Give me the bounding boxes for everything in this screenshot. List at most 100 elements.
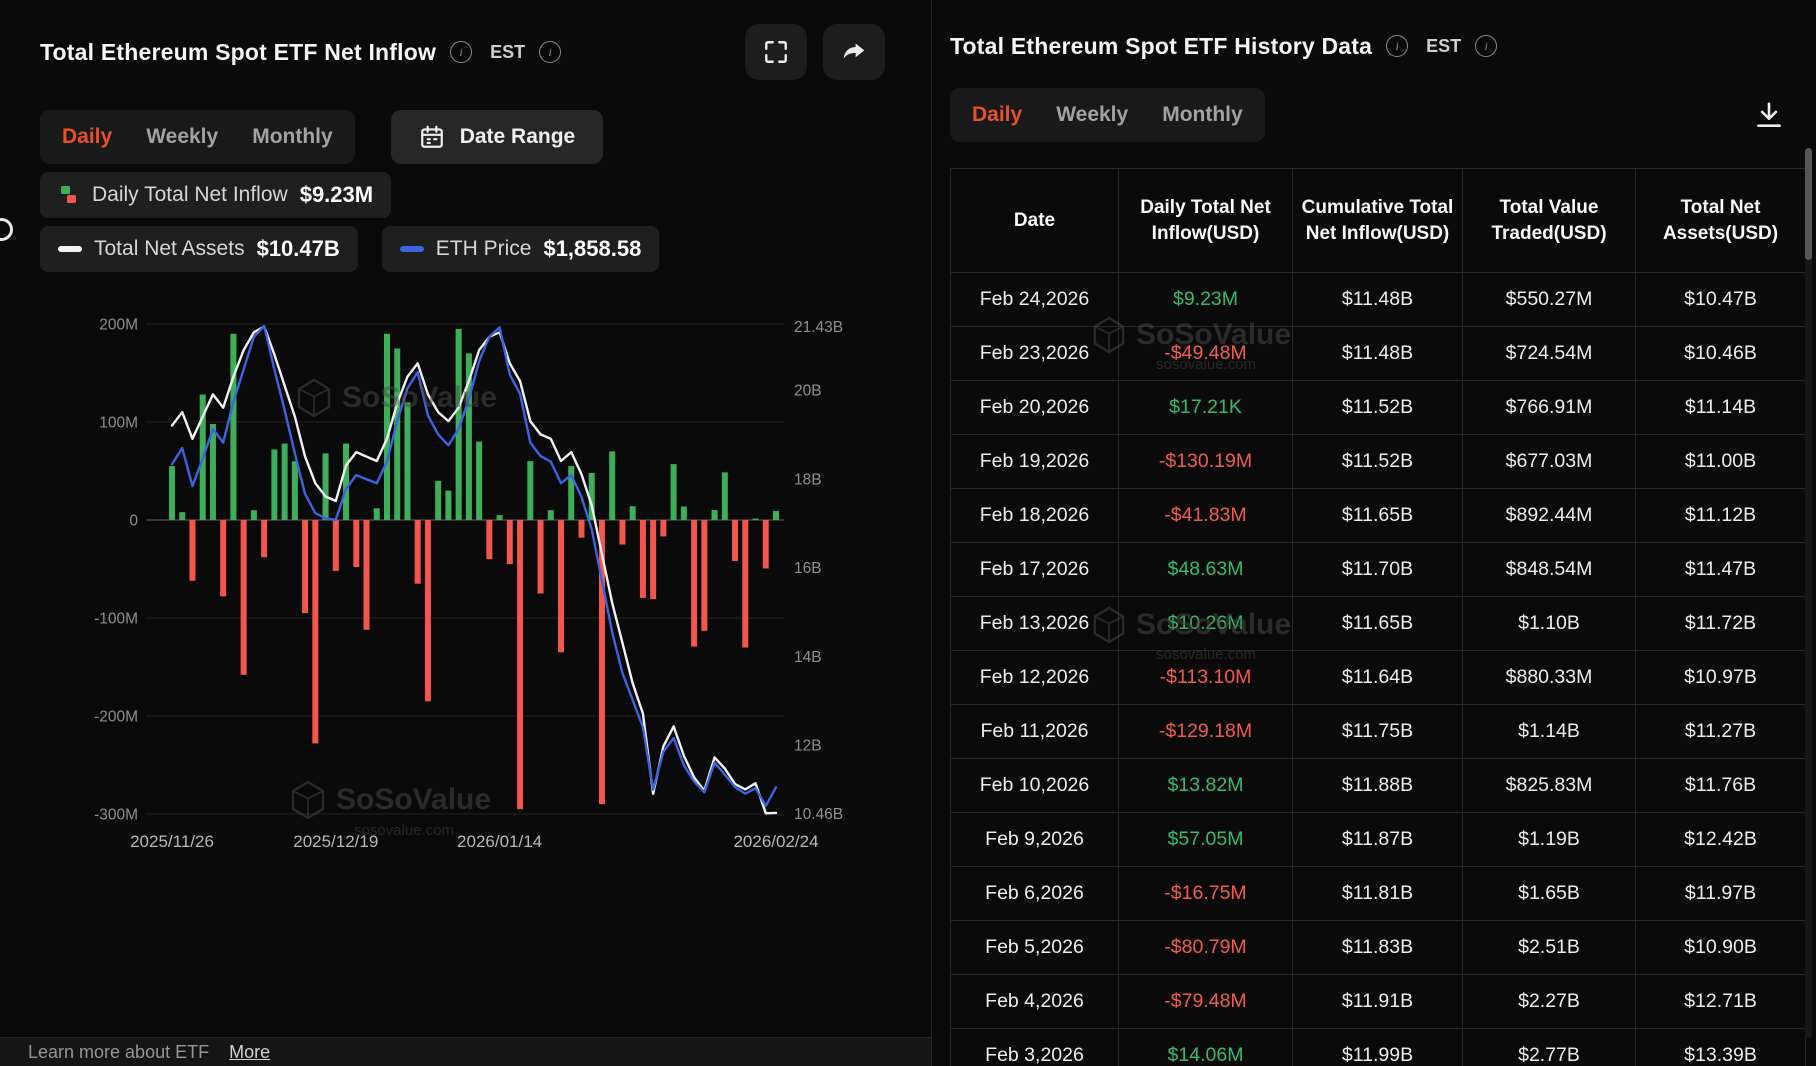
cell-cumulative-inflow: $11.91B [1292,974,1463,1029]
cell-value-traded: $1.19B [1462,812,1636,867]
table-row: Feb 4,2026 -$79.48M $11.91B $2.27B $12.71B [950,974,1806,1029]
net-inflow-header: Total Ethereum Spot ETF Net Inflow i EST… [40,28,562,76]
svg-text:18B: 18B [794,471,822,488]
legend-label: Total Net Assets [94,237,245,260]
cell-date: Feb 24,2026 [950,272,1119,327]
interval-tabs: Daily Weekly Monthly [40,110,355,164]
cell-value-traded: $892.44M [1462,488,1636,543]
legend-eth-price[interactable]: ETH Price $1,858.58 [381,226,660,272]
cell-net-assets: $11.72B [1635,596,1806,651]
legend-total-net-assets[interactable]: Total Net Assets $10.47B [40,226,358,272]
cell-cumulative-inflow: $11.87B [1292,812,1463,867]
cell-net-assets: $12.71B [1635,974,1806,1029]
download-button[interactable] [1750,96,1788,137]
cell-net-assets: $10.97B [1635,650,1806,705]
tab-weekly[interactable]: Weekly [1056,103,1129,126]
net-inflow-panel: Total Ethereum Spot ETF Net Inflow i EST… [0,0,931,1066]
legend-row-2: Total Net Assets $10.47B ETH Price $1,85… [40,226,660,272]
table-scrollbar-thumb[interactable] [1805,148,1812,260]
tab-daily[interactable]: Daily [62,125,113,148]
col-daily-net-inflow: Daily Total Net Inflow(USD) [1118,168,1293,273]
chart-actions [745,24,885,80]
cell-value-traded: $848.54M [1462,542,1636,597]
legend-value: $9.23M [299,182,374,207]
info-icon[interactable]: i [1386,35,1409,57]
blue-line-icon [399,246,424,252]
cell-net-assets: $11.76B [1635,758,1806,813]
cell-date: Feb 5,2026 [950,920,1119,975]
svg-text:21.43B: 21.43B [794,319,843,336]
svg-text:200M: 200M [99,317,138,334]
cell-daily-inflow: $13.82M [1118,758,1293,813]
cell-value-traded: $550.27M [1462,272,1636,327]
cell-cumulative-inflow: $11.48B [1292,326,1463,381]
cell-daily-inflow: -$79.48M [1118,974,1293,1029]
cell-cumulative-inflow: $11.75B [1292,704,1463,759]
legend-daily-net-inflow[interactable]: Daily Total Net Inflow $9.23M [40,172,392,218]
info-icon[interactable]: i [450,41,473,63]
cell-date: Feb 4,2026 [950,974,1119,1029]
cell-cumulative-inflow: $11.64B [1292,650,1463,705]
cell-date: Feb 19,2026 [950,434,1119,489]
tab-monthly[interactable]: Monthly [252,125,333,148]
table-row: Feb 10,2026 $13.82M $11.88B $825.83M $11.76B [950,758,1806,813]
svg-text:2025/11/26: 2025/11/26 [130,832,214,851]
cell-value-traded: $724.54M [1462,326,1636,381]
cell-cumulative-inflow: $11.65B [1292,488,1463,543]
cell-daily-inflow: -$129.18M [1118,704,1293,759]
legend-value: $1,858.58 [543,236,642,261]
cell-daily-inflow: -$130.19M [1118,434,1293,489]
cell-value-traded: $880.33M [1462,650,1636,705]
clipped-bullet [0,218,13,241]
table-scrollbar-track[interactable] [1805,148,1812,1038]
svg-text:-100M: -100M [94,611,138,628]
cell-net-assets: $11.27B [1635,704,1806,759]
history-table: Date Daily Total Net Inflow(USD) Cumulat… [950,168,1808,1066]
est-label: EST [490,41,526,62]
cell-daily-inflow: $14.06M [1118,1028,1293,1066]
info-icon[interactable]: i [1475,35,1498,57]
share-icon [843,43,865,59]
cell-net-assets: $11.14B [1635,380,1806,435]
tab-weekly[interactable]: Weekly [146,125,219,148]
chart-controls: Daily Weekly Monthly Date Range [40,110,604,164]
tab-monthly[interactable]: Monthly [1162,103,1243,126]
table-row: Feb 17,2026 $48.63M $11.70B $848.54M $11.47B [950,542,1806,597]
info-icon[interactable]: i [539,41,562,63]
more-link[interactable]: More [229,1041,271,1062]
cell-cumulative-inflow: $11.81B [1292,866,1463,921]
tab-daily[interactable]: Daily [972,103,1023,126]
svg-text:14B: 14B [794,649,822,666]
cell-date: Feb 20,2026 [950,380,1119,435]
date-range-button[interactable]: Date Range [390,110,604,164]
cell-net-assets: $11.97B [1635,866,1806,921]
table-row: Feb 18,2026 -$41.83M $11.65B $892.44M $11.12… [950,488,1806,543]
page-title: Total Ethereum Spot ETF Net Inflow [40,38,437,65]
svg-text:16B: 16B [794,560,822,577]
cell-net-assets: $10.90B [1635,920,1806,975]
net-inflow-chart[interactable]: 200M 100M 0 -100M -200M -300M 21.43B 20B 18B 16B 1… [0,0,931,880]
history-data-panel: Total Ethereum Spot ETF History Data i E… [932,0,1816,1066]
share-button[interactable] [823,24,885,80]
svg-text:2026/01/14: 2026/01/14 [457,832,542,851]
cell-net-assets: $10.47B [1635,272,1806,327]
cell-date: Feb 3,2026 [950,1028,1119,1066]
cell-value-traded: $2.51B [1462,920,1636,975]
cell-cumulative-inflow: $11.48B [1292,272,1463,327]
legend-label: Daily Total Net Inflow [92,183,288,206]
calendar-icon [420,125,443,148]
table-row: Feb 9,2026 $57.05M $11.87B $1.19B $12.42B [950,812,1806,867]
svg-text:20B: 20B [794,383,822,400]
svg-text:0: 0 [129,513,138,530]
legend-row-1: Daily Total Net Inflow $9.23M [40,172,392,218]
cell-net-assets: $12.42B [1635,812,1806,867]
fullscreen-button[interactable] [745,24,807,80]
cell-cumulative-inflow: $11.83B [1292,920,1463,975]
est-label: EST [1426,35,1462,56]
legend-label: ETH Price [435,237,532,260]
history-title: Total Ethereum Spot ETF History Data [950,32,1373,59]
cell-value-traded: $2.27B [1462,974,1636,1029]
table-row: Feb 12,2026 -$113.10M $11.64B $880.33M $10.9… [950,650,1806,705]
cell-value-traded: $766.91M [1462,380,1636,435]
cell-net-assets: $10.46B [1635,326,1806,381]
